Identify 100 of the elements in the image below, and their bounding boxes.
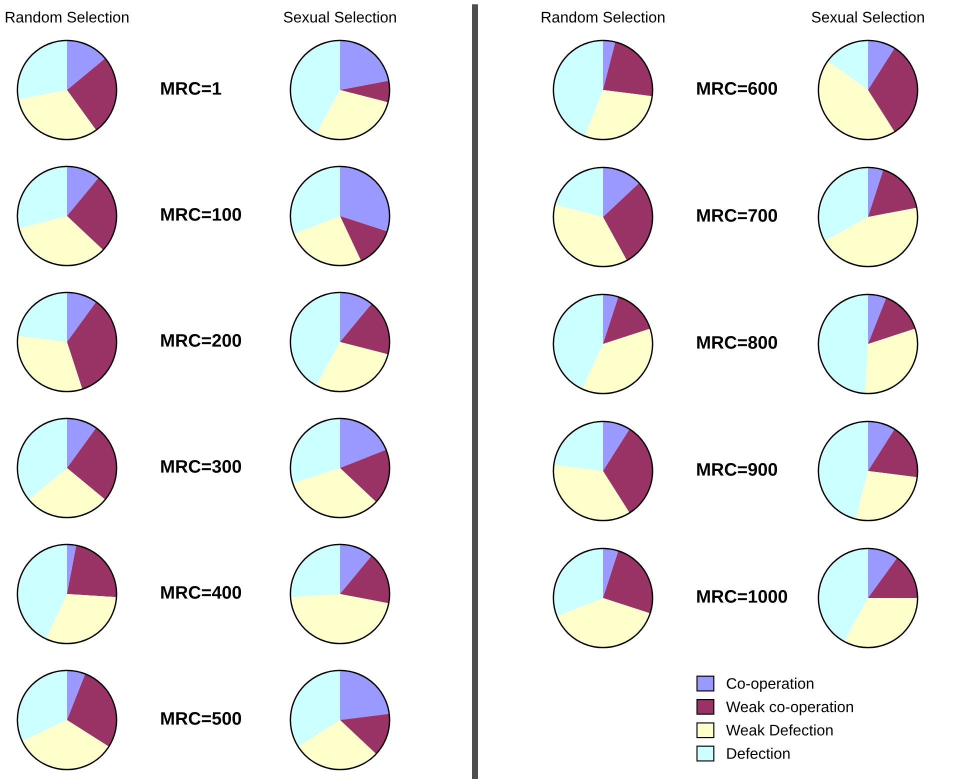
pie-slice <box>67 428 117 500</box>
text: MRC=100 <box>161 208 242 221</box>
pie-slice <box>556 598 650 648</box>
pie-slice <box>290 40 340 134</box>
pie-slice <box>340 40 389 90</box>
pie-slice <box>868 421 895 471</box>
text: MRC=1000 <box>697 590 788 603</box>
pie-slice <box>340 216 388 261</box>
pie-slice <box>868 298 916 344</box>
legend-label: Co-operation <box>726 678 814 692</box>
pie-slice <box>290 166 340 234</box>
pie-slice <box>67 418 96 468</box>
pie-slice <box>603 421 630 471</box>
text: MRC=1 <box>161 82 222 95</box>
pie-slice <box>868 558 918 598</box>
pie-slice <box>340 544 372 594</box>
pie-slice <box>554 421 603 471</box>
text: MRC=200 <box>161 334 242 347</box>
pie-slice <box>603 40 616 90</box>
pie-slice <box>67 58 117 130</box>
pie-slice <box>340 304 390 354</box>
pie-slice <box>553 464 630 521</box>
pie-slice <box>340 166 390 232</box>
pie-slice <box>818 60 895 140</box>
pie-slice <box>290 594 389 644</box>
pie-slice <box>553 548 603 616</box>
pie-slice <box>67 302 117 390</box>
pie-slice <box>18 90 96 140</box>
pie-slice <box>67 670 86 720</box>
pie-slice <box>290 670 340 747</box>
pie-slice <box>868 170 917 217</box>
pie-slice <box>603 296 650 344</box>
pie-slice <box>17 544 67 639</box>
pie-slice <box>868 294 886 344</box>
pie-slice <box>603 42 653 96</box>
chart-title: Sexual Selection <box>284 11 396 23</box>
pie-slice <box>584 90 652 140</box>
pie-slice <box>46 594 116 644</box>
text: MRC=800 <box>697 336 778 349</box>
pie-slice <box>818 421 868 520</box>
pie-slice <box>603 183 653 260</box>
pie-slice <box>340 450 390 502</box>
pie-slice <box>818 167 868 241</box>
pie-slice <box>340 80 390 102</box>
pie-slice <box>828 40 868 90</box>
pie-slice <box>582 328 653 394</box>
pie-slice <box>864 328 918 394</box>
pie-slice <box>603 167 640 217</box>
pie-slice <box>340 418 386 468</box>
pie-slice <box>67 674 117 747</box>
pie-slice <box>67 292 96 342</box>
pie-slice <box>17 336 82 392</box>
pie-slice <box>844 598 918 648</box>
pie-slice <box>868 40 895 90</box>
chart-title: Random Selection <box>6 11 128 23</box>
pie-slice <box>856 471 918 521</box>
text: MRC=600 <box>697 82 778 95</box>
pie-slice <box>818 294 868 394</box>
pie-slice <box>868 548 898 598</box>
pie-slice <box>603 548 618 598</box>
pie-slice <box>67 545 117 598</box>
pie-slice <box>18 292 67 342</box>
pie-slice <box>290 544 340 598</box>
pie-slice <box>67 178 117 250</box>
pie-slice <box>553 40 603 136</box>
text: MRC=900 <box>697 463 778 476</box>
pie-slice <box>22 720 109 770</box>
text: MRC=700 <box>697 209 778 222</box>
pie-slice <box>17 418 67 500</box>
pie-slice <box>340 714 390 754</box>
pie-slice <box>316 342 388 392</box>
pie-slice <box>868 48 918 132</box>
legend-label: Defection <box>727 748 790 759</box>
pie-slice <box>818 548 868 642</box>
pie-slice <box>290 292 340 386</box>
pie-slice <box>18 216 104 266</box>
pie-slice <box>340 670 390 720</box>
pie-slice <box>294 216 362 266</box>
chart-title: Sexual Selection <box>812 11 924 23</box>
pie-slice <box>868 167 884 217</box>
legend-label: Weak co-operation <box>726 701 853 716</box>
pie-slice <box>554 167 603 217</box>
pie-slice <box>868 429 918 478</box>
pie-slice <box>292 468 376 518</box>
pie-slice <box>340 292 372 342</box>
pie-slice <box>316 90 388 140</box>
pie-slice <box>824 208 918 267</box>
chart-title: Random Selection <box>542 11 664 23</box>
text: MRC=300 <box>161 460 242 473</box>
pie-slice <box>290 418 340 484</box>
pie-slice <box>17 670 67 742</box>
pie-slice <box>603 550 653 614</box>
legend-label: Weak Defection <box>726 724 833 736</box>
pie-slice <box>28 468 106 518</box>
pie-slice <box>67 166 99 216</box>
pie-slice <box>17 40 67 100</box>
pie-slice <box>603 429 653 513</box>
text: MRC=400 <box>161 586 242 599</box>
pie-slice <box>603 294 618 344</box>
pie-slice <box>298 720 376 770</box>
